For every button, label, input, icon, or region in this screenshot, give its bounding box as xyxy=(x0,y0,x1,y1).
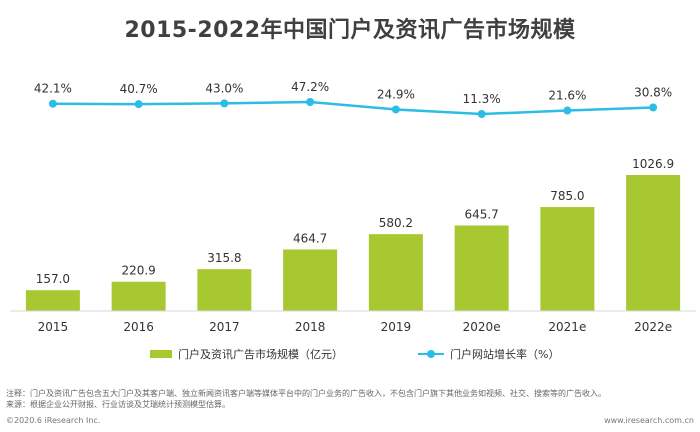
growth-rate-label: 30.8% xyxy=(634,85,672,99)
x-tick-label: 2021e xyxy=(548,320,586,334)
growth-rate-label: 24.9% xyxy=(377,87,415,101)
growth-rate-label: 21.6% xyxy=(548,89,586,103)
website: www.iresearch.com.cn xyxy=(604,416,694,425)
legend-bar-swatch xyxy=(150,350,172,358)
growth-rate-label: 40.7% xyxy=(120,82,158,96)
x-tick-label: 2018 xyxy=(295,320,326,334)
bar-value-label: 220.9 xyxy=(121,264,155,278)
chart-canvas: 157.0 2015 220.9 2016 315.8 2017 464.7 2018 580.… xyxy=(10,80,696,334)
copyright: ©2020.6 iResearch Inc. xyxy=(6,416,101,425)
chart-title: 2015-2022年中国门户及资讯广告市场规模 xyxy=(124,18,576,43)
bar-value-label: 157.0 xyxy=(36,272,70,286)
bar xyxy=(368,234,423,311)
growth-rate-label: 43.0% xyxy=(205,81,243,95)
growth-rate-point xyxy=(306,98,315,106)
growth-rate-label: 47.2% xyxy=(291,80,329,94)
legend: 门户及资讯广告市场规模（亿元） 门户网站增长率（%） xyxy=(0,346,700,364)
bar xyxy=(197,269,252,311)
growth-rate-label: 42.1% xyxy=(34,82,72,96)
growth-rate-point xyxy=(563,106,572,115)
bar-value-label: 645.7 xyxy=(464,207,498,221)
bar xyxy=(283,249,338,311)
legend-item-line: 门户网站增长率（%） xyxy=(418,346,559,362)
x-tick-label: 2017 xyxy=(209,320,240,334)
growth-rate-point xyxy=(649,103,658,112)
footer: ©2020.6 iResearch Inc. www.iresearch.com… xyxy=(6,416,694,428)
x-tick-label: 2015 xyxy=(38,320,69,334)
growth-rate-line xyxy=(52,100,654,116)
growth-rate-point xyxy=(48,99,57,108)
bar-value-label: 580.2 xyxy=(379,216,413,230)
note-source: 来源：根据企业公开财报、行业访谈及艾瑞统计预测模型估算。 xyxy=(6,400,230,409)
bar xyxy=(454,225,509,311)
growth-rate-label: 11.3% xyxy=(463,92,501,106)
legend-item-bar: 门户及资讯广告市场规模（亿元） xyxy=(150,346,343,362)
legend-line-swatch xyxy=(418,349,444,359)
bar xyxy=(25,290,80,311)
bar xyxy=(540,207,595,311)
bar xyxy=(626,175,681,311)
notes: 注释：门户及资讯广告包含五大门户及其客户端、独立新闻资讯客户端等媒体平台中的门户… xyxy=(6,388,696,410)
x-tick-label: 2022e xyxy=(634,320,672,334)
bar-value-label: 1026.9 xyxy=(632,157,674,171)
bar-value-label: 464.7 xyxy=(293,231,327,245)
bar xyxy=(111,281,166,311)
growth-rate-point xyxy=(220,99,229,108)
growth-rate-point xyxy=(134,100,143,109)
x-tick-label: 2019 xyxy=(381,320,412,334)
x-tick-label: 2016 xyxy=(123,320,154,334)
legend-bar-label: 门户及资讯广告市场规模（亿元） xyxy=(178,348,343,361)
x-tick-label: 2020e xyxy=(463,320,501,334)
growth-rate-point xyxy=(391,105,400,114)
note-annotation: 注释：门户及资讯广告包含五大门户及其客户端、独立新闻资讯客户端等媒体平台中的门户… xyxy=(6,389,606,398)
growth-rate-point xyxy=(477,110,486,118)
bar-value-label: 785.0 xyxy=(550,189,584,203)
legend-line-label: 门户网站增长率（%） xyxy=(450,348,560,361)
bar-value-label: 315.8 xyxy=(207,251,241,265)
